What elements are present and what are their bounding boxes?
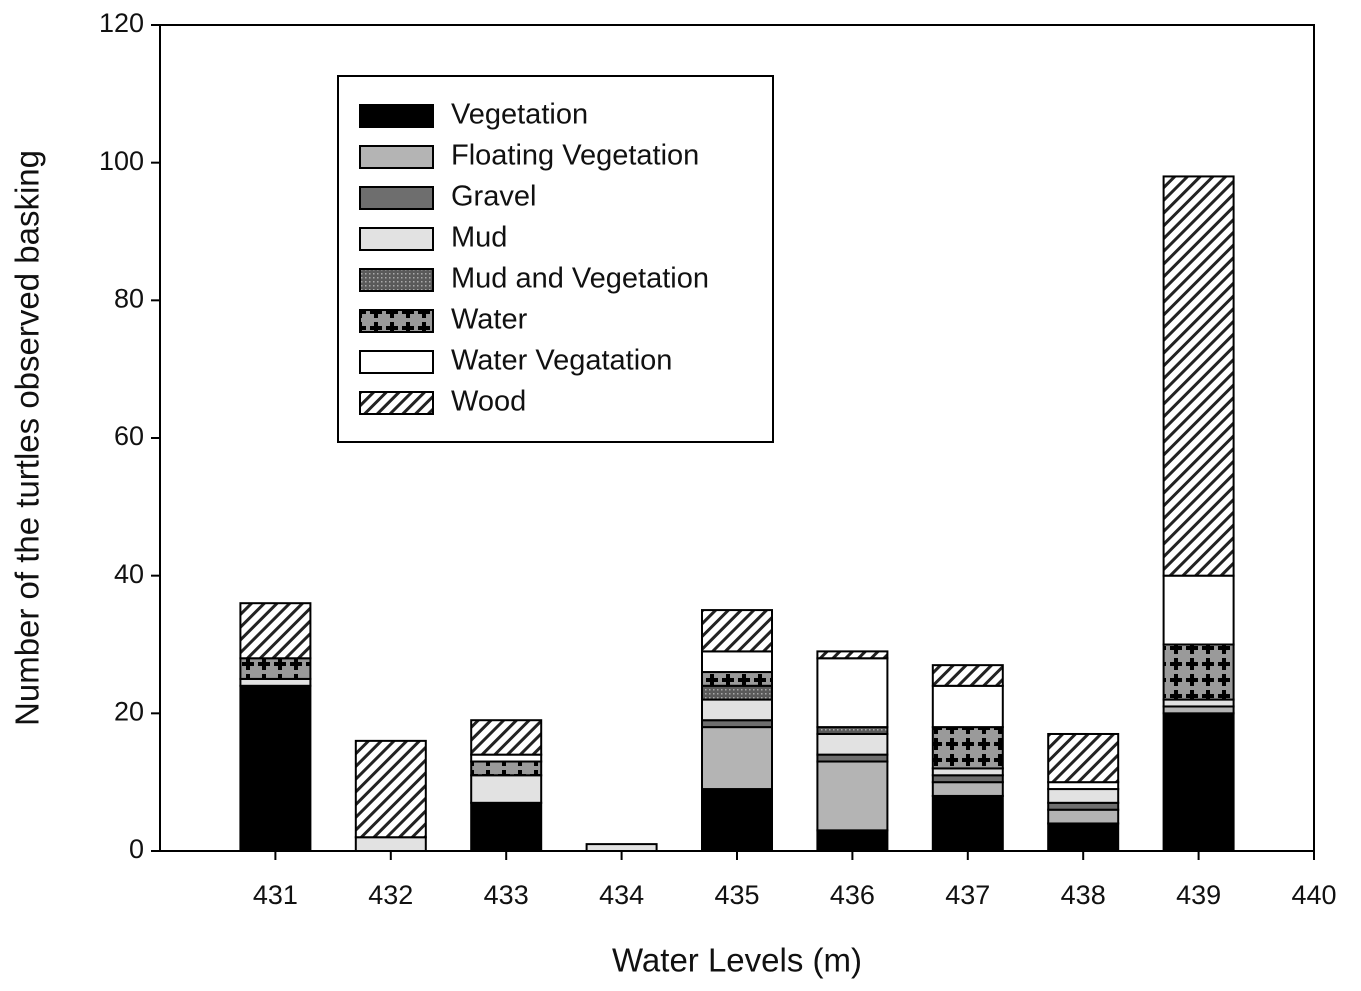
bar-segment (470, 753, 543, 763)
y-tick-label: 20 (114, 696, 144, 726)
legend-label: Floating Vegetation (451, 140, 699, 172)
legend-swatch (359, 145, 434, 169)
x-tick-label: 436 (830, 880, 875, 910)
bar-segment (1047, 801, 1120, 811)
bar-segment (239, 677, 312, 687)
x-tick-label: 431 (253, 880, 298, 910)
legend-box (337, 75, 774, 443)
bar-segment (470, 774, 543, 804)
x-tick-label: 438 (1061, 880, 1106, 910)
bar-segment (1162, 712, 1235, 852)
bar-segment (1047, 808, 1120, 825)
bar-segment (1047, 822, 1120, 853)
bar-segment (816, 650, 889, 660)
bar-segment (816, 760, 889, 832)
bar-segment (470, 801, 543, 852)
bar-segment (1162, 643, 1235, 701)
bar-segment (931, 794, 1004, 853)
bar-segment (931, 684, 1004, 729)
legend-label: Vegetation (451, 99, 588, 131)
y-tick-label: 80 (114, 283, 144, 313)
x-tick-label: 432 (368, 880, 413, 910)
bar-segment (931, 774, 1004, 784)
bar-segment (701, 650, 773, 674)
y-tick-label: 120 (99, 8, 144, 38)
bar-segment (239, 684, 312, 852)
bar-segment (1047, 732, 1120, 784)
legend-swatch (359, 309, 434, 333)
bar-segment (701, 788, 773, 852)
x-tick-label: 437 (945, 880, 990, 910)
y-tick-label: 100 (99, 146, 144, 176)
bar-segment (931, 664, 1004, 687)
legend-label: Water Vegatation (451, 345, 672, 377)
legend-swatch (359, 391, 434, 415)
x-tick-label: 434 (599, 880, 644, 910)
bar-segment (239, 657, 312, 680)
bar-segment (585, 843, 658, 852)
bar-segment (701, 726, 773, 791)
x-tick-label: 433 (484, 880, 529, 910)
x-tick-label: 440 (1291, 880, 1336, 910)
legend-label: Water (451, 304, 528, 336)
legend-label: Wood (451, 386, 526, 418)
y-tick-label: 60 (114, 421, 144, 451)
bar-segment (1162, 574, 1235, 646)
x-axis-title: Water Levels (m) (612, 942, 862, 979)
legend-label: Mud and Vegetation (451, 263, 709, 295)
legend-swatch (359, 268, 434, 292)
bar-segment (816, 829, 889, 852)
y-axis-title: Number of the turtles observed basking (9, 150, 46, 726)
legend-swatch (359, 186, 434, 210)
bar-segment (701, 684, 773, 701)
bar-segment (354, 836, 427, 853)
bar-segment (1162, 705, 1235, 715)
bar-segment (816, 732, 889, 756)
bar-segment (1047, 788, 1120, 804)
legend-swatch (359, 227, 434, 251)
bar-segment (816, 657, 889, 729)
bar-segment (1047, 781, 1120, 791)
bar-segment (931, 781, 1004, 797)
bar-segment (354, 739, 427, 839)
bar-segment (239, 602, 312, 660)
bar-segment (701, 671, 773, 687)
legend-label: Gravel (451, 181, 536, 213)
bar-segment (701, 698, 773, 722)
bar-segment (701, 609, 773, 653)
y-tick-label: 40 (114, 559, 144, 589)
bar-segment (470, 719, 543, 756)
x-tick-label: 439 (1176, 880, 1221, 910)
legend-swatch (359, 350, 434, 374)
bar-segment (701, 719, 773, 729)
bar-segment (816, 726, 889, 735)
bar-segment (931, 726, 1004, 770)
bar-segment (1162, 175, 1235, 577)
bar-segment (931, 767, 1004, 777)
bar-segment (470, 760, 543, 777)
x-tick-label: 435 (714, 880, 759, 910)
bar-segment (816, 753, 889, 763)
y-tick-label: 0 (129, 834, 144, 864)
bar-segment (1162, 698, 1235, 708)
legend-swatch (359, 104, 434, 128)
legend-label: Mud (451, 222, 507, 254)
